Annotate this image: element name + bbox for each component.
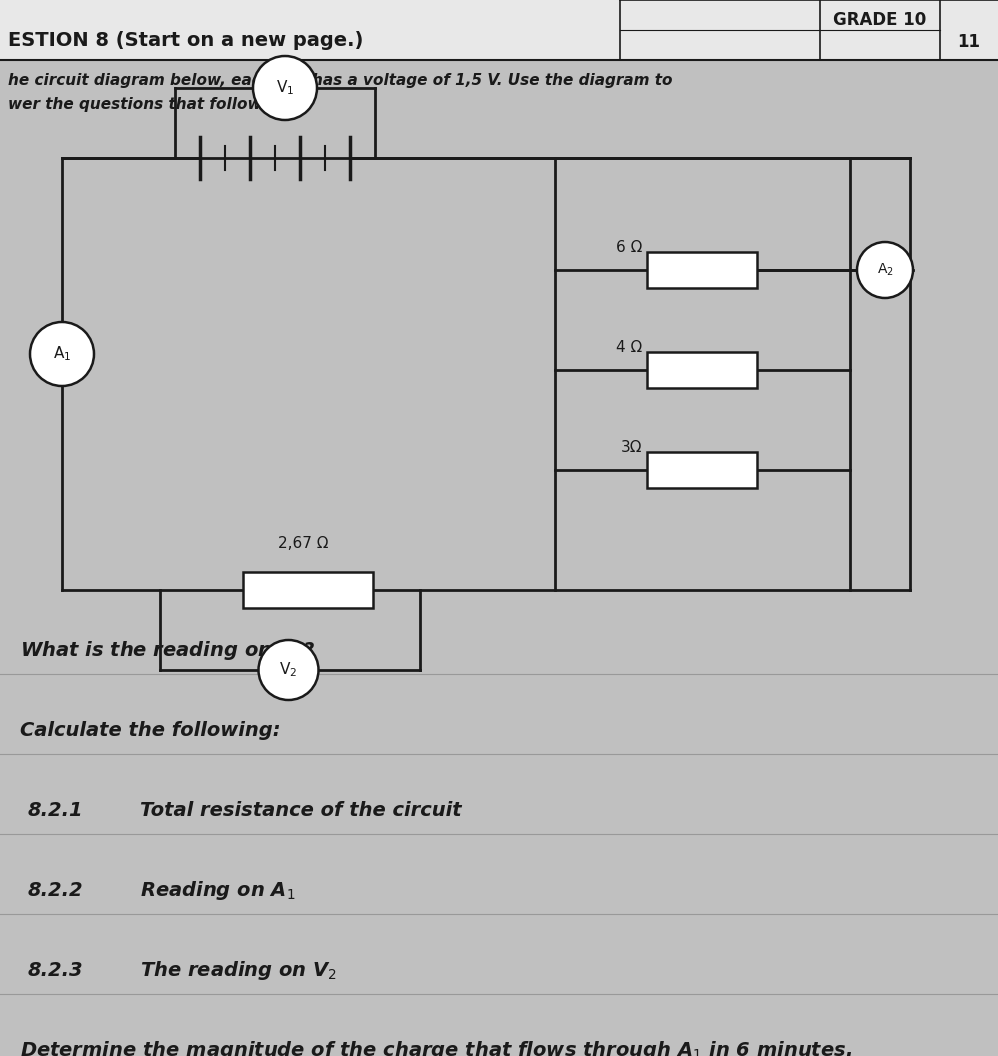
Text: 4 Ω: 4 Ω — [616, 340, 643, 356]
Text: 2,67 Ω: 2,67 Ω — [278, 536, 328, 551]
Text: ESTION 8 (Start on a new page.): ESTION 8 (Start on a new page.) — [8, 31, 363, 50]
Text: A$_2$: A$_2$ — [876, 262, 893, 278]
Text: What is the reading on V$_1$?: What is the reading on V$_1$? — [20, 639, 315, 661]
Text: Determine the magnitude of the charge that flows through A$_1$ in 6 minutes.: Determine the magnitude of the charge th… — [20, 1038, 852, 1056]
Text: The reading on V$_2$: The reading on V$_2$ — [140, 959, 337, 981]
Text: 3Ω: 3Ω — [621, 440, 643, 455]
Circle shape — [857, 242, 913, 298]
Text: wer the questions that follow.: wer the questions that follow. — [8, 97, 266, 113]
Bar — [648, 452, 757, 488]
Text: Total resistance of the circuit: Total resistance of the circuit — [140, 800, 462, 819]
Text: 11: 11 — [957, 33, 980, 51]
Text: Calculate the following:: Calculate the following: — [20, 720, 280, 739]
Text: Reading on A$_1$: Reading on A$_1$ — [140, 879, 295, 902]
Text: 8.2.2: 8.2.2 — [28, 881, 84, 900]
Text: he circuit diagram below, each cell has a voltage of 1,5 V. Use the diagram to: he circuit diagram below, each cell has … — [8, 73, 673, 88]
Text: GRADE 10: GRADE 10 — [833, 11, 926, 29]
Text: 8.2.1: 8.2.1 — [28, 800, 84, 819]
Circle shape — [258, 640, 318, 700]
Circle shape — [30, 322, 94, 386]
Text: A$_1$: A$_1$ — [53, 344, 71, 363]
Bar — [648, 252, 757, 288]
Text: 8.2.3: 8.2.3 — [28, 961, 84, 980]
Bar — [648, 352, 757, 388]
Text: V$_2$: V$_2$ — [279, 661, 297, 679]
Text: 6 Ω: 6 Ω — [616, 241, 643, 256]
Bar — [0, 0, 998, 60]
Circle shape — [253, 56, 317, 120]
Bar — [244, 572, 373, 608]
Text: V$_1$: V$_1$ — [275, 78, 294, 97]
